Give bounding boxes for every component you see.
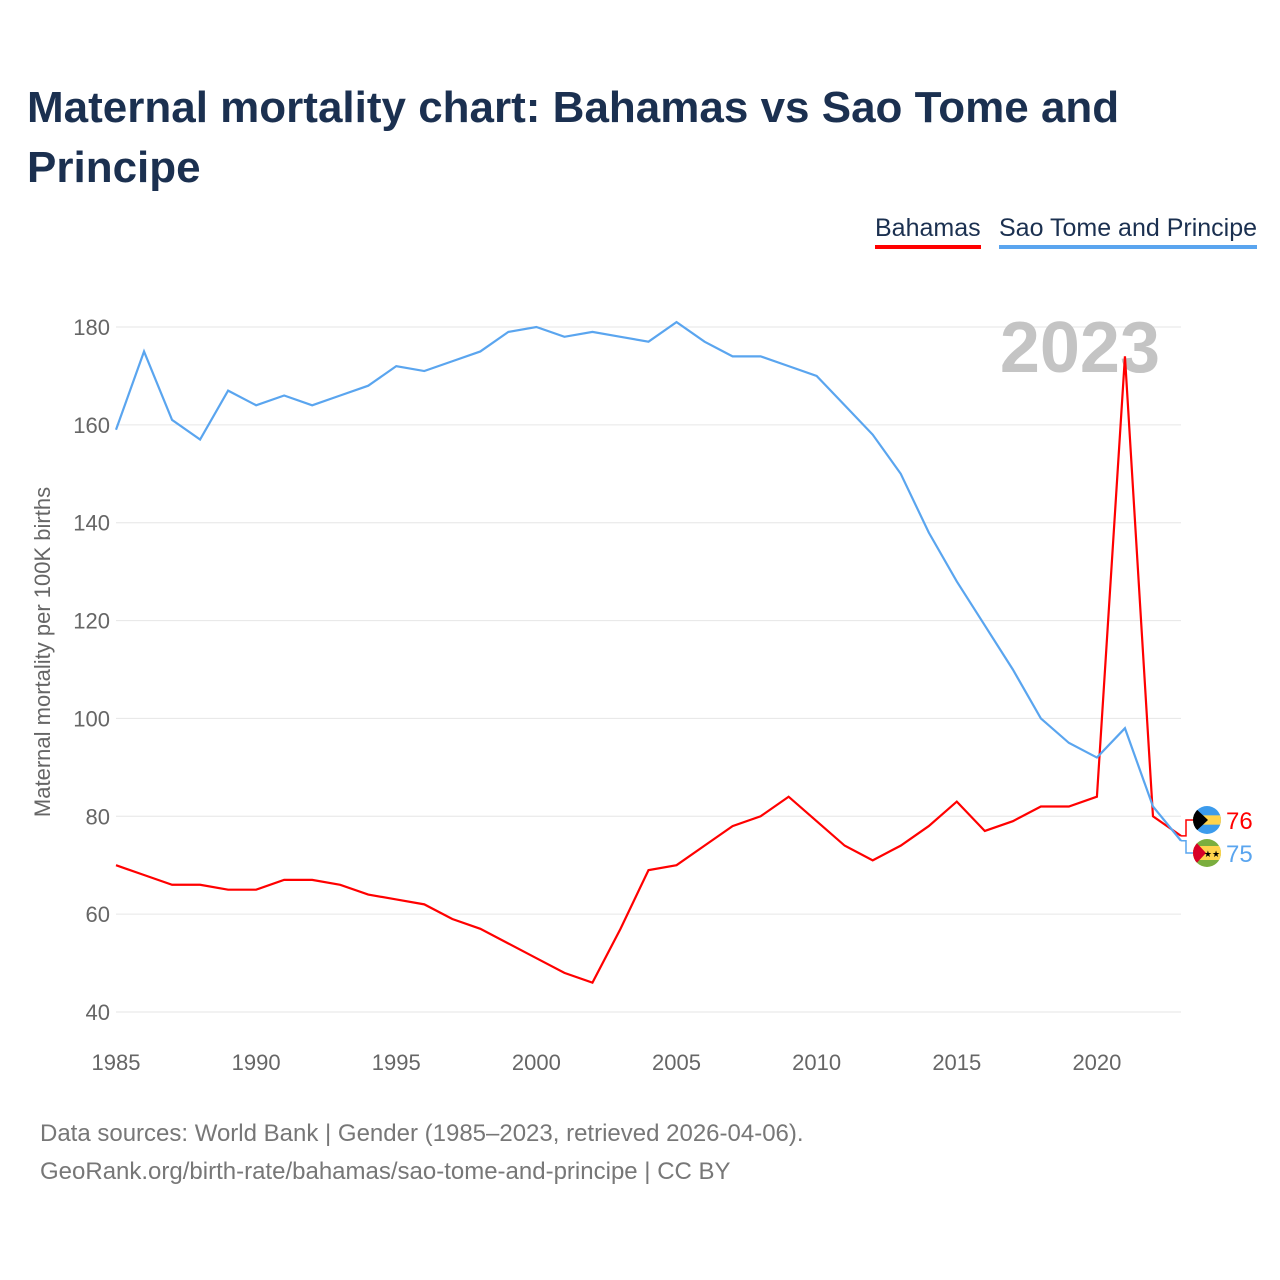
footer-url[interactable]: GeoRank.org/birth-rate/bahamas/sao-tome-… <box>40 1158 731 1185</box>
x-tick-label: 1995 <box>372 1050 421 1075</box>
x-tick-label: 1990 <box>232 1050 281 1075</box>
end-value-label: 76 <box>1226 808 1253 835</box>
y-tick-label: 140 <box>73 511 110 536</box>
y-tick-label: 180 <box>73 315 110 340</box>
end-value-label: 75 <box>1226 841 1253 868</box>
y-tick-label: 160 <box>73 413 110 438</box>
y-axis-label: Maternal mortality per 100K births <box>30 487 55 817</box>
sao-tome-flag-icon: ★★ <box>1193 839 1221 867</box>
legend-sao-tome[interactable]: Sao Tome and Principe <box>999 214 1258 249</box>
x-tick-label: 1985 <box>92 1050 141 1075</box>
x-tick-label: 2020 <box>1072 1050 1121 1075</box>
year-watermark: 2023 <box>1000 308 1160 388</box>
end-connector <box>1181 819 1193 837</box>
x-tick-label: 2015 <box>932 1050 981 1075</box>
bahamas-flag-icon <box>1193 806 1221 834</box>
x-tick-label: 2010 <box>792 1050 841 1075</box>
y-tick-label: 80 <box>86 804 110 829</box>
y-tick-label: 40 <box>86 1000 110 1025</box>
end-connector <box>1181 840 1193 854</box>
legend-bahamas[interactable]: Bahamas <box>875 214 981 249</box>
y-tick-label: 100 <box>73 706 110 731</box>
y-tick-label: 60 <box>86 902 110 927</box>
series-line-bahamas <box>115 356 1182 984</box>
x-tick-label: 2000 <box>512 1050 561 1075</box>
series-line-sao-tome <box>114 320 1182 842</box>
x-tick-label: 2005 <box>652 1050 701 1075</box>
svg-text:★★: ★★ <box>1204 849 1220 859</box>
footer-source: Data sources: World Bank | Gender (1985–… <box>40 1120 804 1147</box>
chart-title: Maternal mortality chart: Bahamas vs Sao… <box>27 83 1120 192</box>
y-tick-label: 120 <box>73 609 110 634</box>
